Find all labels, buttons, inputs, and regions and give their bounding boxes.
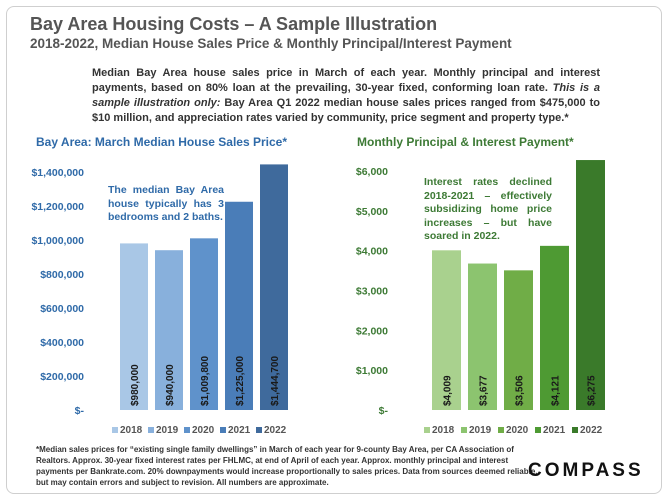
price-bar-2022 — [260, 164, 288, 410]
price-legend-swatch-2021 — [220, 427, 226, 433]
price-chart-title: Bay Area: March Median House Sales Price… — [36, 135, 287, 149]
price-data-label-2021: $1,225,000 — [235, 356, 246, 406]
price-legend-swatch-2019 — [148, 427, 154, 433]
payment-legend-swatch-2018 — [424, 427, 430, 433]
price-data-label-2018: $980,000 — [130, 364, 141, 406]
price-legend-label-2019: 2019 — [156, 425, 179, 436]
price-data-label-2020: $1,009,800 — [200, 356, 211, 406]
price-ytick-label: $1,400,000 — [31, 167, 84, 179]
payment-bar-2020 — [504, 270, 533, 410]
payment-chart-title: Monthly Principal & Interest Payment* — [357, 135, 574, 149]
price-legend-label-2018: 2018 — [120, 425, 143, 436]
price-legend-label-2021: 2021 — [228, 425, 251, 436]
payment-ytick-label: $1,000 — [356, 365, 388, 377]
price-ytick-label: $1,000,000 — [31, 235, 84, 247]
price-ytick-label: $1,200,000 — [31, 201, 84, 213]
payment-legend-swatch-2022 — [572, 427, 578, 433]
price-bar-2020 — [190, 238, 218, 410]
payment-ytick-label: $4,000 — [356, 246, 388, 258]
price-chart-annotation: The median Bay Area house typically has … — [108, 184, 224, 223]
slide-frame — [6, 6, 662, 494]
payment-data-label-2018: $4,009 — [443, 375, 454, 406]
payment-ytick-label: $3,000 — [356, 286, 388, 298]
payment-data-label-2022: $6,275 — [587, 375, 598, 406]
payment-ytick-label: $5,000 — [356, 206, 388, 218]
payment-ytick-label: $2,000 — [356, 325, 388, 337]
price-bar-2018 — [120, 243, 148, 410]
price-data-label-2019: $940,000 — [165, 364, 176, 406]
price-bar-2021 — [225, 201, 253, 410]
price-legend-swatch-2018 — [112, 427, 118, 433]
price-legend-label-2020: 2020 — [192, 425, 215, 436]
payment-legend-label-2021: 2021 — [543, 425, 566, 436]
payment-ytick-label: $- — [379, 405, 389, 417]
payment-chart-annotation: Interest rates declined 2018-2021 – effe… — [424, 176, 552, 242]
payment-bar-2018 — [432, 250, 461, 410]
footnote: *Median sales prices for “existing singl… — [36, 445, 538, 487]
payment-data-label-2021: $4,121 — [551, 375, 562, 406]
price-data-label-2022: $1,444,700 — [270, 356, 281, 406]
payment-bar-2022 — [576, 160, 605, 410]
payment-legend-swatch-2019 — [461, 427, 467, 433]
payment-legend-label-2018: 2018 — [432, 425, 455, 436]
payment-legend-label-2022: 2022 — [580, 425, 603, 436]
payment-legend-swatch-2021 — [535, 427, 541, 433]
payment-ytick-label: $6,000 — [356, 166, 388, 178]
price-ytick-label: $800,000 — [40, 269, 84, 281]
intro-text-emphasis: This is a sample illustration only: — [92, 82, 600, 109]
price-legend-label-2022: 2022 — [264, 425, 287, 436]
compass-logo: COMPASS — [528, 460, 644, 481]
page-subtitle: 2018-2022, Median House Sales Price & Mo… — [30, 36, 512, 51]
intro-paragraph: Median Bay Area house sales price in Mar… — [92, 66, 600, 126]
price-ytick-label: $400,000 — [40, 337, 84, 349]
price-ytick-label: $200,000 — [40, 371, 84, 383]
payment-data-label-2020: $3,506 — [515, 375, 526, 406]
payment-legend-swatch-2020 — [498, 427, 504, 433]
price-ytick-label: $- — [75, 405, 85, 417]
payment-legend-label-2019: 2019 — [469, 425, 492, 436]
price-legend-swatch-2020 — [184, 427, 190, 433]
price-legend-swatch-2022 — [256, 427, 262, 433]
payment-bar-2021 — [540, 245, 569, 410]
intro-text-2: Bay Area Q1 2022 median house sales pric… — [92, 97, 600, 124]
price-bar-2019 — [155, 250, 183, 410]
intro-text-1: Median Bay Area house sales price in Mar… — [92, 67, 600, 94]
payment-legend-label-2020: 2020 — [506, 425, 529, 436]
payment-bar-2019 — [468, 263, 497, 410]
payment-data-label-2019: $3,677 — [479, 375, 490, 406]
price-ytick-label: $600,000 — [40, 303, 84, 315]
page-title: Bay Area Housing Costs – A Sample Illust… — [30, 14, 438, 34]
